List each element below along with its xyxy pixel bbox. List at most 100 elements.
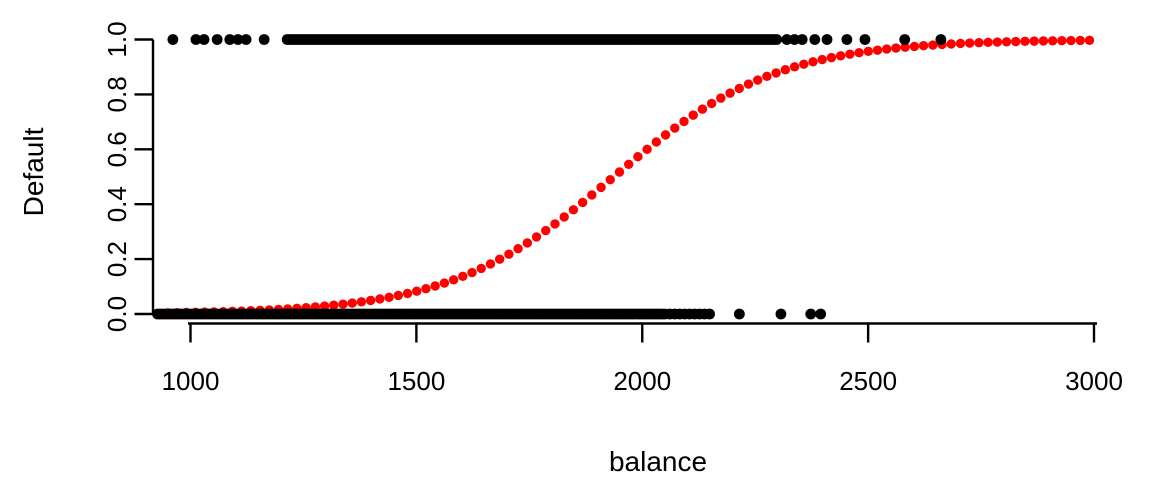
curve-point — [974, 37, 984, 48]
y-axis-title: Default — [18, 127, 49, 216]
curve-point — [614, 167, 625, 177]
observation-point — [809, 34, 821, 45]
curve-point — [1047, 36, 1058, 46]
curve-point — [1001, 37, 1012, 47]
curve-point — [596, 182, 606, 193]
curve-point — [356, 297, 367, 307]
curve-point — [845, 49, 855, 59]
curve-point — [872, 45, 883, 55]
curve-point — [780, 65, 791, 75]
curve-point — [375, 294, 385, 304]
curve-point — [964, 38, 975, 48]
curve-point — [577, 197, 588, 208]
x-axis-tick-label: 1000 — [162, 366, 220, 396]
observation-point — [211, 34, 223, 45]
axes-layer: 1000 1500 2000 2500 3000 0.0 0.2 0.4 0.6 0.8 1.0 — [102, 21, 1123, 396]
curve-point — [1020, 36, 1030, 47]
x-axis-tick-label: 2000 — [613, 366, 671, 396]
curve-point — [412, 286, 422, 296]
curve-point — [642, 144, 652, 154]
y-axis-tick-label: 0.4 — [102, 186, 132, 222]
fitted-curve-layer — [163, 35, 1095, 318]
y-axis-tick-label: 0.8 — [102, 76, 132, 112]
curve-point — [651, 137, 662, 147]
curve-point — [716, 93, 726, 103]
observation-point — [899, 34, 911, 45]
curve-point — [688, 110, 698, 120]
curve-point — [559, 212, 569, 222]
curve-point — [347, 298, 357, 308]
curve-point — [882, 44, 892, 54]
curve-point — [623, 159, 634, 170]
curve-point — [504, 249, 514, 259]
curve-point — [1011, 36, 1021, 47]
y-axis-tick-label: 0.2 — [102, 241, 132, 277]
curve-point — [697, 104, 708, 114]
curve-point — [605, 174, 615, 185]
observation-point — [167, 34, 179, 45]
curve-point — [329, 300, 339, 310]
curve-point — [338, 299, 348, 309]
observation-point — [258, 34, 270, 45]
curve-point — [421, 283, 431, 294]
curve-point — [1066, 35, 1076, 46]
x-axis-tick-label: 1500 — [387, 366, 445, 396]
observation-point — [935, 34, 947, 45]
y-axis-tick-label: 1.0 — [102, 21, 132, 57]
curve-point — [633, 152, 643, 162]
observation-point — [781, 34, 793, 45]
curve-point — [854, 47, 864, 58]
observation-point — [789, 34, 800, 45]
curve-point — [679, 116, 689, 127]
observation-point — [224, 34, 236, 45]
curve-point — [826, 52, 837, 63]
curve-point — [753, 75, 763, 85]
curve-point — [900, 42, 910, 52]
curve-point — [568, 205, 579, 215]
curve-point — [458, 271, 468, 282]
curve-point — [402, 288, 413, 299]
observation-point — [198, 34, 210, 45]
curve-point — [1075, 35, 1085, 46]
curve-point — [467, 267, 477, 278]
curve-point — [863, 46, 874, 57]
curve-point — [670, 123, 680, 133]
curve-point — [476, 263, 486, 274]
curve-point — [1038, 36, 1049, 46]
curve-point — [706, 98, 717, 109]
observation-point — [796, 34, 808, 45]
y-axis-tick-label: 0.6 — [102, 131, 132, 167]
observation-point — [821, 34, 833, 45]
curve-point — [808, 57, 818, 67]
observation-point — [733, 308, 745, 320]
curve-point — [789, 62, 800, 72]
curve-point — [384, 292, 394, 302]
y-axis-tick-label: 0.0 — [102, 296, 132, 332]
curve-point — [817, 54, 827, 65]
curve-point — [541, 225, 551, 236]
curve-point — [946, 39, 956, 49]
curve-point — [448, 275, 459, 285]
curve-point — [928, 40, 938, 50]
curve-point — [430, 281, 440, 291]
x-axis-tick-label: 2500 — [839, 366, 897, 396]
curve-point — [743, 79, 754, 89]
observation-point — [240, 34, 252, 45]
curve-point — [955, 38, 966, 49]
observation-point — [775, 308, 787, 320]
curve-point — [365, 295, 376, 306]
curve-point — [799, 59, 809, 69]
curve-point — [587, 190, 597, 200]
curve-point — [439, 278, 450, 288]
x-axis-tick-label: 3000 — [1065, 366, 1123, 396]
x-axis-title: balance — [609, 446, 707, 477]
curve-point — [1057, 35, 1067, 46]
curve-point — [494, 254, 505, 264]
curve-point — [1029, 36, 1039, 46]
curve-point — [522, 238, 533, 248]
curve-point — [909, 41, 920, 52]
curve-point — [992, 37, 1003, 47]
curve-point — [1084, 35, 1095, 46]
